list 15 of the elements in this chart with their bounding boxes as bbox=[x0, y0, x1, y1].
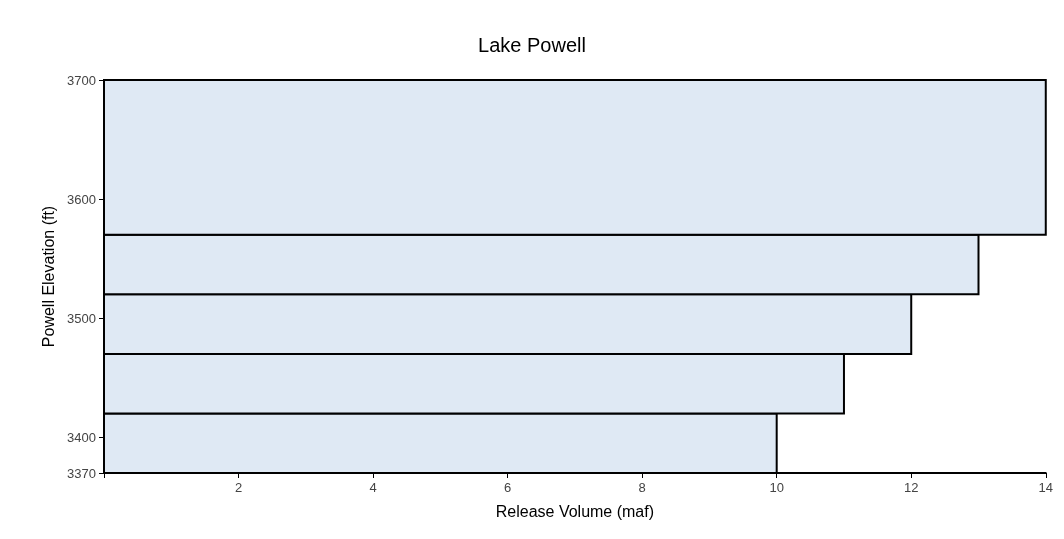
y-tick-label: 3500 bbox=[67, 310, 96, 326]
x-tick-label: 14 bbox=[1038, 480, 1053, 495]
y-tick-label: 3700 bbox=[67, 72, 96, 88]
x-tick-label: 4 bbox=[369, 480, 377, 495]
y-axis-title: Powell Elevation (ft) bbox=[39, 205, 57, 348]
x-tick-label: 12 bbox=[904, 480, 919, 495]
x-tick-label: 6 bbox=[504, 480, 512, 495]
y-tick-label: 3400 bbox=[67, 429, 96, 445]
x-axis-title: Release Volume (maf) bbox=[495, 502, 655, 520]
x-tick-label: 8 bbox=[638, 480, 646, 495]
y-tick-label: 3600 bbox=[67, 191, 96, 207]
y-tick-label: 3370 bbox=[67, 465, 96, 481]
x-tick-label: 10 bbox=[769, 480, 784, 495]
x-tick-label: 2 bbox=[234, 480, 243, 495]
chart-title: Lake Powell bbox=[478, 34, 586, 56]
